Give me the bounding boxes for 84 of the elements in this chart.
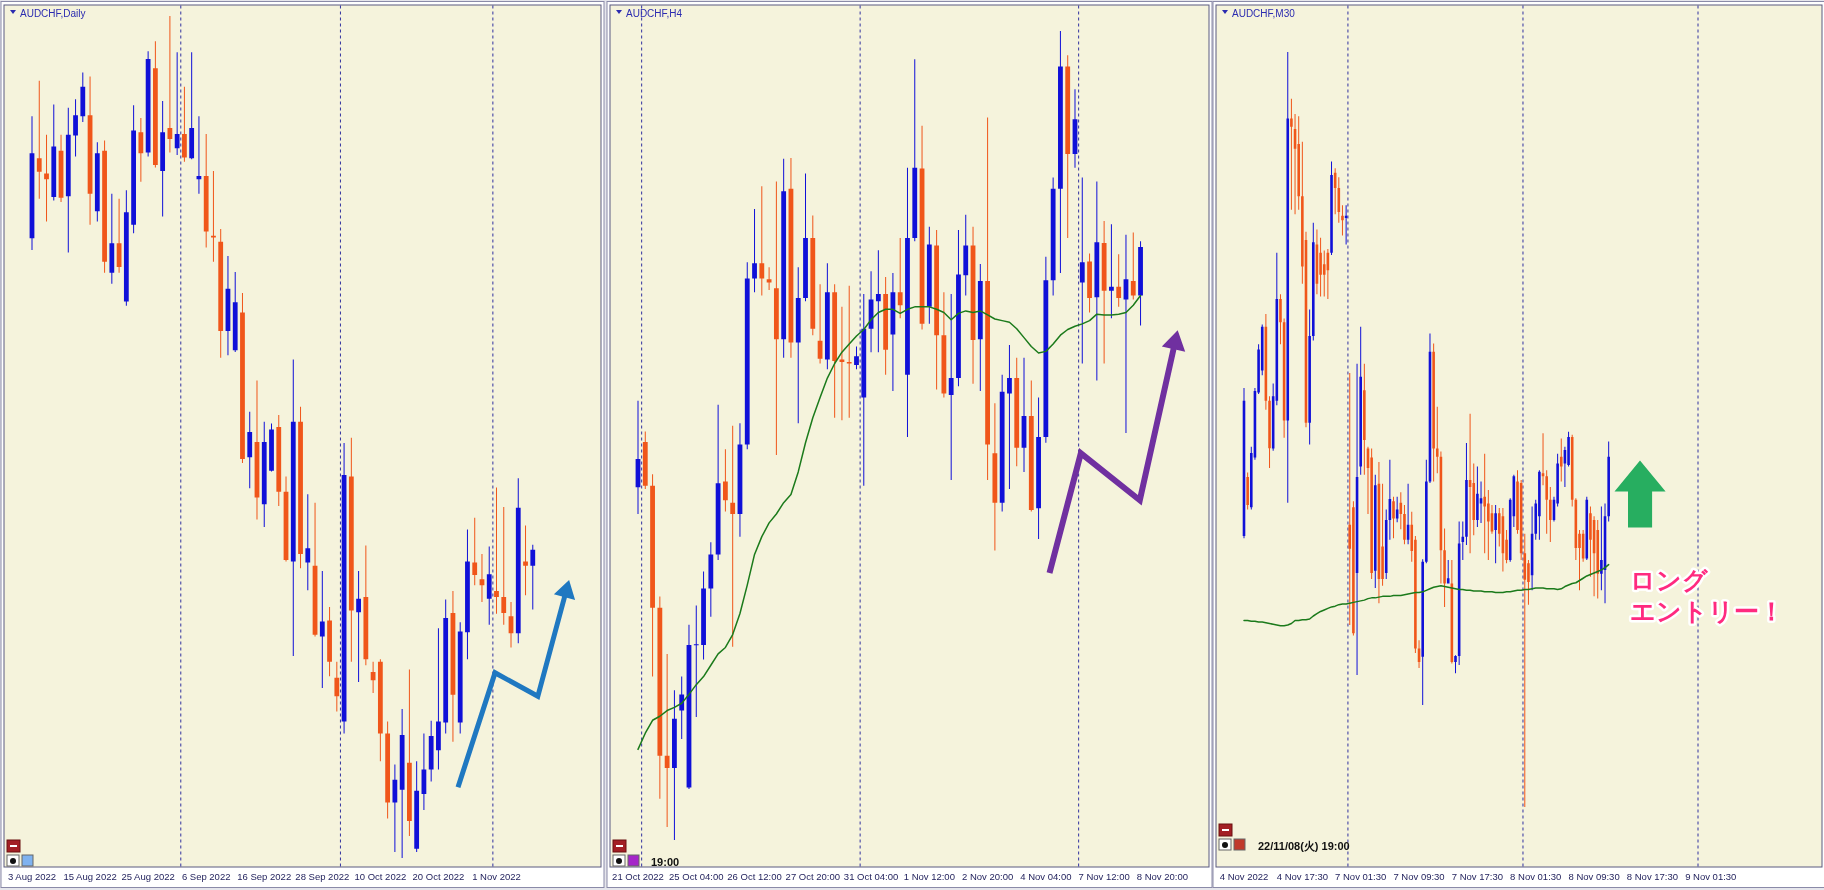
x-tick-label: 31 Oct 04:00 — [843, 871, 899, 882]
candlestick — [399, 708, 405, 858]
x-tick-label: 25 Oct 04:00 — [669, 871, 724, 882]
candlestick — [1116, 254, 1122, 307]
candlestick — [664, 653, 670, 828]
annotation: エントリー！ — [1629, 596, 1784, 625]
x-tick-label: 4 Nov 2022 — [1219, 871, 1269, 882]
x-tick-label: 1 Nov 12:00 — [903, 871, 955, 882]
candlestick — [897, 238, 903, 319]
x-tick-label: 7 Nov 12:00 — [1078, 871, 1130, 882]
x-tick-label: 27 Oct 20:00 — [785, 871, 840, 882]
text: 22/11/08(火) 19:00 — [1258, 840, 1350, 852]
candlestick — [948, 293, 954, 480]
candlestick — [1494, 505, 1497, 564]
candlestick — [305, 494, 311, 591]
candlestick — [407, 669, 412, 837]
x-tick-label: 15 Aug 2022 — [63, 871, 117, 882]
candlestick — [1007, 344, 1012, 489]
candlestick — [752, 208, 757, 293]
candlestick — [189, 52, 195, 160]
candlestick — [766, 267, 772, 290]
x-tick-label: 8 Nov 01:30 — [1510, 871, 1562, 882]
x-tick-label: 8 Nov 20:00 — [1136, 871, 1189, 882]
x-tick-label: 4 Nov 17:30 — [1276, 871, 1328, 882]
x-tick-label: 7 Nov 01:30 — [1335, 871, 1387, 882]
x-tick-label: 6 Sep 2022 — [181, 871, 231, 882]
x-tick-label: 25 Aug 2022 — [121, 871, 175, 882]
candlestick — [992, 403, 998, 551]
x-tick-label: 2 Nov 20:00 — [961, 871, 1014, 882]
x-tick-label: 8 Nov 09:30 — [1568, 871, 1620, 882]
candlestick — [109, 193, 115, 284]
candlestick — [1341, 205, 1344, 236]
candlestick — [795, 267, 801, 424]
candlestick — [1446, 560, 1450, 584]
candlestick — [73, 99, 78, 157]
candlestick — [1079, 177, 1085, 364]
candlestick — [319, 570, 325, 688]
chart-title: AUDCHF,Daily — [20, 8, 86, 19]
x-tick-label: 28 Sep 2022 — [295, 871, 350, 882]
candlestick — [730, 425, 736, 647]
x-tick-label: 4 Nov 04:00 — [1020, 871, 1072, 882]
candlestick — [693, 605, 699, 718]
candlestick — [1094, 181, 1100, 381]
x-tick-label: 21 Oct 2022 — [612, 871, 664, 882]
candlestick — [1468, 413, 1472, 554]
candlestick — [138, 117, 144, 182]
candlestick — [1109, 224, 1114, 319]
candlestick — [174, 52, 180, 155]
candlestick — [1344, 205, 1348, 245]
annotation: ロング — [1629, 565, 1709, 594]
candlestick — [1101, 221, 1107, 364]
candlestick — [523, 525, 528, 596]
x-tick-label: 1 Nov 2022 — [472, 871, 521, 882]
candlestick — [839, 306, 845, 421]
chart-title: AUDCHF,H4 — [626, 8, 683, 19]
candlestick — [356, 570, 361, 683]
x-tick-label: 9 Nov 01:30 — [1685, 871, 1737, 882]
candlestick — [44, 134, 49, 222]
candlestick — [211, 170, 216, 262]
candlestick — [530, 544, 536, 610]
candlestick — [875, 250, 881, 353]
candlestick — [501, 506, 507, 625]
candlestick — [759, 186, 765, 296]
candlestick — [472, 517, 478, 586]
x-tick-label: 3 Aug 2022 — [7, 871, 57, 882]
text: 19:00 — [651, 856, 680, 868]
candlestick — [1130, 232, 1136, 300]
candlestick — [36, 80, 42, 199]
chart-title: AUDCHF,M30 — [1232, 8, 1296, 19]
candlestick — [494, 487, 499, 614]
candlestick — [773, 181, 779, 455]
candlestick — [846, 285, 852, 418]
x-tick-label: 16 Sep 2022 — [237, 871, 292, 882]
candlestick — [196, 116, 202, 194]
x-tick-label: 7 Nov 09:30 — [1393, 871, 1445, 882]
x-tick-label: 20 Oct 2022 — [412, 871, 465, 882]
x-tick-label: 7 Nov 17:30 — [1451, 871, 1504, 882]
candlestick — [160, 101, 166, 217]
candlestick — [486, 546, 492, 625]
x-tick-label: 26 Oct 12:00 — [727, 871, 782, 882]
x-tick-label: 10 Oct 2022 — [354, 871, 407, 882]
x-tick-label: 8 Nov 17:30 — [1626, 871, 1679, 882]
candlestick — [436, 628, 441, 770]
candlestick — [1290, 98, 1293, 210]
